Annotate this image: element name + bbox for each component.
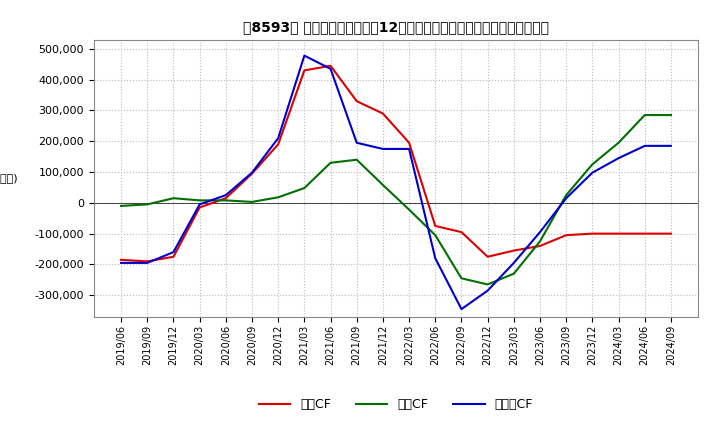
営業CF (614, 231, 623, 236)
フリーCF (536, 230, 544, 235)
投資CF (588, 161, 597, 167)
営業CF (562, 232, 570, 238)
フリーCF (483, 288, 492, 293)
フリーCF (326, 66, 335, 72)
営業CF (169, 254, 178, 259)
営業CF (248, 171, 256, 176)
フリーCF (640, 143, 649, 148)
営業CF (536, 243, 544, 249)
投資CF (614, 140, 623, 145)
営業CF (588, 231, 597, 236)
投資CF (143, 202, 152, 207)
投資CF (562, 193, 570, 198)
フリーCF (117, 260, 125, 265)
営業CF (667, 231, 675, 236)
投資CF (274, 194, 282, 200)
Title: 【8593】 キャッシュフローの12か月移動合計の対前年同期増減額の推移: 【8593】 キャッシュフローの12か月移動合計の対前年同期増減額の推移 (243, 20, 549, 34)
フリーCF (588, 170, 597, 175)
営業CF (117, 257, 125, 262)
投資CF (300, 185, 309, 191)
フリーCF (195, 202, 204, 207)
フリーCF (352, 140, 361, 145)
投資CF (457, 275, 466, 281)
投資CF (431, 232, 440, 238)
フリーCF (405, 146, 413, 151)
Legend: 営業CF, 投資CF, フリーCF: 営業CF, 投資CF, フリーCF (254, 393, 538, 416)
投資CF (640, 112, 649, 117)
営業CF (352, 99, 361, 104)
フリーCF (431, 256, 440, 261)
投資CF (326, 160, 335, 165)
フリーCF (300, 53, 309, 58)
投資CF (667, 112, 675, 117)
Y-axis label: (百万円): (百万円) (0, 173, 18, 183)
Line: 投資CF: 投資CF (121, 115, 671, 284)
投資CF (352, 157, 361, 162)
フリーCF (457, 306, 466, 312)
投資CF (405, 207, 413, 212)
営業CF (405, 140, 413, 145)
投資CF (169, 195, 178, 201)
投資CF (222, 198, 230, 203)
営業CF (326, 63, 335, 68)
営業CF (640, 231, 649, 236)
投資CF (248, 199, 256, 205)
営業CF (195, 205, 204, 210)
営業CF (274, 142, 282, 147)
フリーCF (667, 143, 675, 148)
営業CF (143, 259, 152, 264)
Line: フリーCF: フリーCF (121, 55, 671, 309)
投資CF (483, 282, 492, 287)
投資CF (536, 238, 544, 244)
フリーCF (143, 260, 152, 265)
投資CF (510, 271, 518, 276)
フリーCF (274, 136, 282, 141)
フリーCF (379, 146, 387, 151)
営業CF (483, 254, 492, 259)
フリーCF (169, 249, 178, 255)
フリーCF (510, 260, 518, 265)
投資CF (117, 203, 125, 209)
営業CF (510, 248, 518, 253)
営業CF (222, 195, 230, 201)
投資CF (195, 198, 204, 203)
フリーCF (562, 195, 570, 201)
フリーCF (614, 155, 623, 161)
営業CF (431, 223, 440, 229)
フリーCF (222, 193, 230, 198)
営業CF (457, 230, 466, 235)
営業CF (379, 111, 387, 116)
投資CF (379, 182, 387, 187)
Line: 営業CF: 営業CF (121, 66, 671, 261)
営業CF (300, 68, 309, 73)
フリーCF (248, 170, 256, 175)
